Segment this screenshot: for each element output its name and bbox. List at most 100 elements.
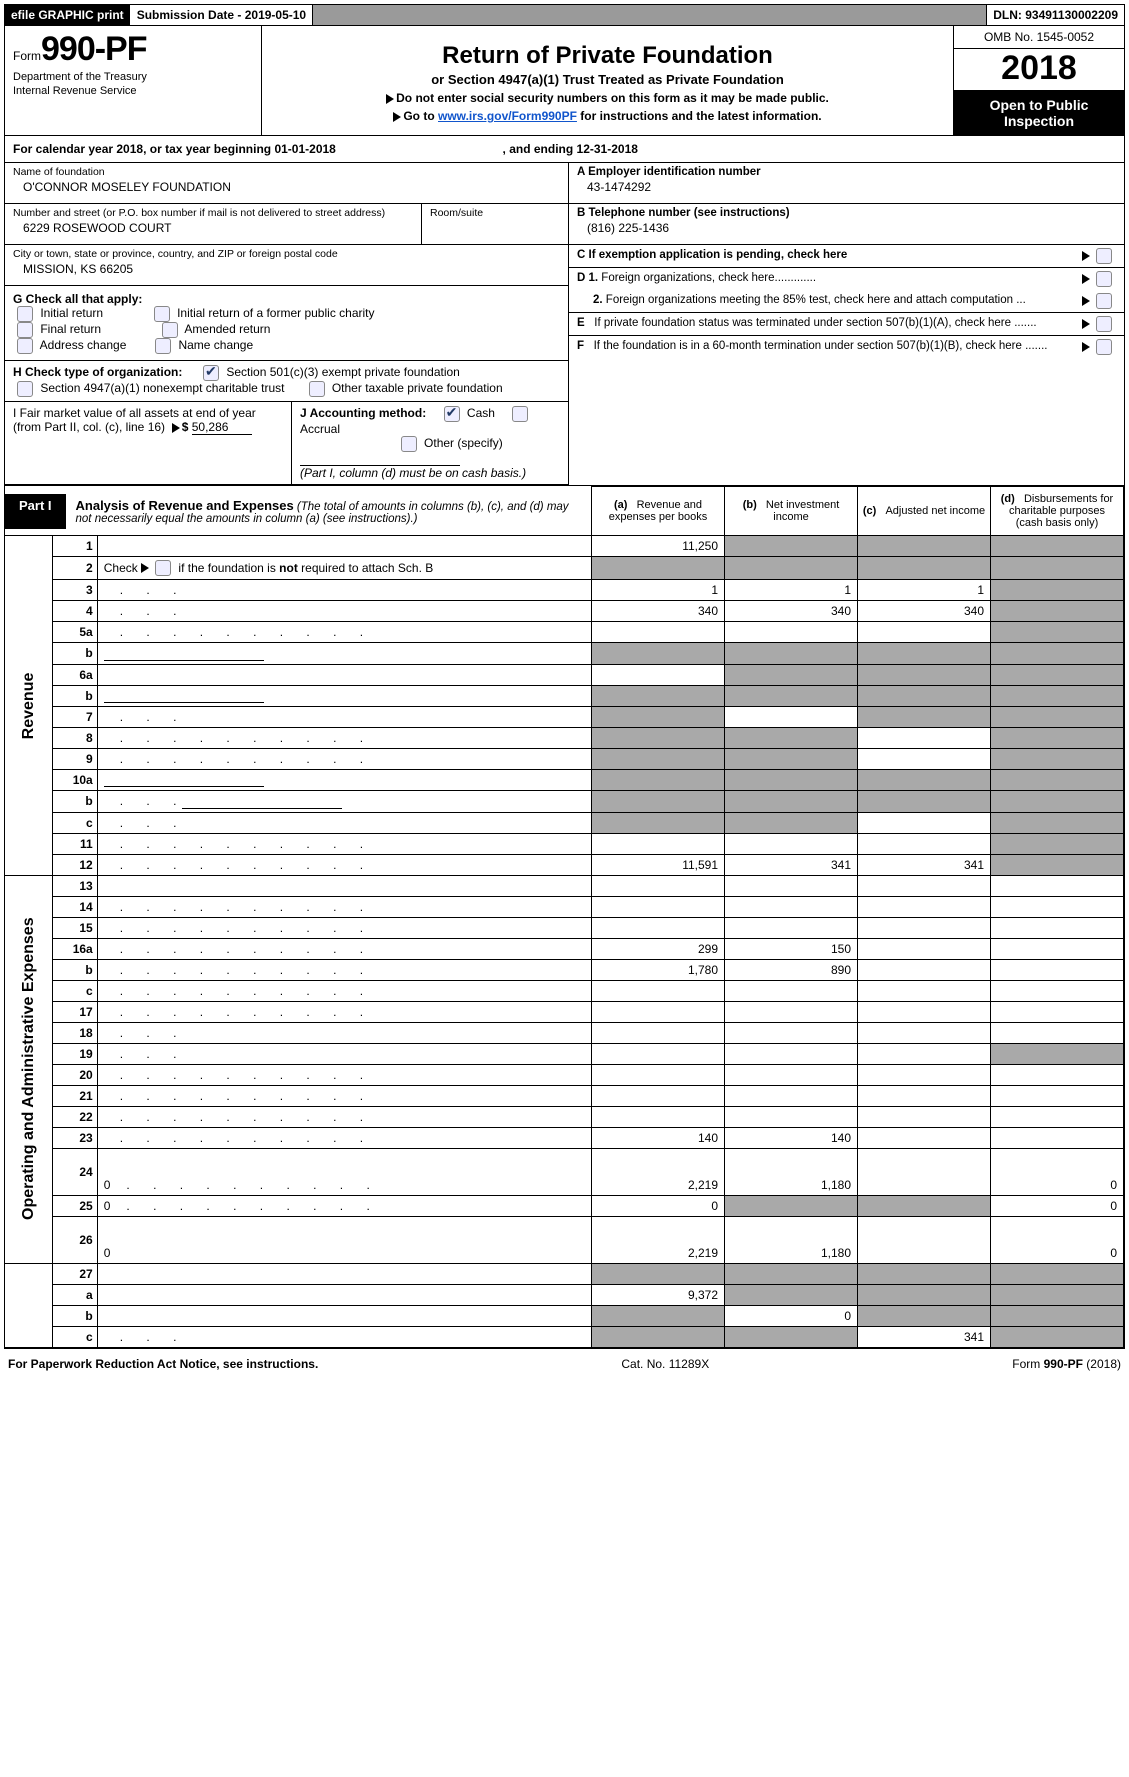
irs-link[interactable]: www.irs.gov/Form990PF [438, 109, 577, 123]
open-to-public: Open to Public Inspection [954, 91, 1124, 135]
entity-info: Name of foundation O'CONNOR MOSELEY FOUN… [5, 163, 1124, 486]
table-row: c [5, 812, 1124, 833]
value-col-a [592, 1001, 725, 1022]
checkbox-other-method[interactable] [401, 436, 417, 452]
value-col-b [725, 1022, 858, 1043]
checkbox-final-return[interactable] [17, 322, 33, 338]
part1-tab: Part I [5, 494, 66, 529]
line-number: 2 [52, 557, 97, 580]
checkbox-cash[interactable] [444, 406, 460, 422]
checkbox-4947a1[interactable] [17, 381, 33, 397]
table-row: 8 [5, 727, 1124, 748]
table-row: 3111 [5, 580, 1124, 601]
checkbox-accrual[interactable] [512, 406, 528, 422]
g-label: G Check all that apply: [13, 292, 203, 306]
submission-date-value: 2019-05-10 [245, 8, 306, 22]
value-col-d [991, 812, 1124, 833]
footer-mid: Cat. No. 11289X [621, 1357, 709, 1371]
table-row: 25000 [5, 1195, 1124, 1216]
value-col-a [592, 727, 725, 748]
checkbox-name-change[interactable] [155, 338, 171, 354]
value-col-c [858, 1043, 991, 1064]
value-col-b: 150 [725, 938, 858, 959]
checkbox-terminated[interactable] [1096, 316, 1112, 332]
line-description [97, 664, 591, 685]
checkbox-initial-return[interactable] [17, 306, 33, 322]
line-number: 22 [52, 1106, 97, 1127]
line-number: 1 [52, 536, 97, 557]
form-page: efile GRAPHIC print Submission Date - 20… [4, 4, 1125, 1349]
col-c-header: (c) Adjusted net income [858, 487, 991, 536]
value-col-b [725, 748, 858, 769]
line-number: b [52, 1305, 97, 1326]
value-col-b [725, 643, 858, 664]
line-number: 6a [52, 664, 97, 685]
table-row: 1211,591341341 [5, 854, 1124, 875]
top-bar: efile GRAPHIC print Submission Date - 20… [5, 5, 1124, 26]
value-col-a: 11,591 [592, 854, 725, 875]
checkbox-address-change[interactable] [17, 338, 33, 354]
col-b-header: (b) Net investment income [725, 487, 858, 536]
part1-header-row: Part I Analysis of Revenue and Expenses … [5, 487, 1124, 536]
table-row: 15 [5, 917, 1124, 938]
value-col-b [725, 896, 858, 917]
line-description [97, 959, 591, 980]
line-description [97, 536, 591, 557]
value-col-d: 0 [991, 1195, 1124, 1216]
value-col-a: 0 [592, 1195, 725, 1216]
line-description [97, 580, 591, 601]
value-col-d [991, 536, 1124, 557]
city-value: MISSION, KS 66205 [13, 260, 560, 282]
line-description [97, 769, 591, 790]
value-col-c [858, 622, 991, 643]
checkbox-initial-former[interactable] [154, 306, 170, 322]
checkbox-60month[interactable] [1096, 339, 1112, 355]
empty-label-cell [5, 1263, 52, 1284]
page-footer: For Paperwork Reduction Act Notice, see … [0, 1353, 1129, 1375]
checkbox-501c3[interactable] [203, 365, 219, 381]
value-col-a: 299 [592, 938, 725, 959]
value-col-d [991, 1043, 1124, 1064]
triangle-icon [393, 112, 401, 122]
entry-line [104, 774, 264, 787]
value-col-b [725, 685, 858, 706]
form-subtitle: or Section 4947(a)(1) Trust Treated as P… [272, 72, 943, 87]
value-col-b [725, 1263, 858, 1284]
table-row: 5a [5, 622, 1124, 643]
line-number: 5a [52, 622, 97, 643]
checkbox-foreign-85[interactable] [1096, 293, 1112, 309]
line-description [97, 875, 591, 896]
dln: DLN: 93491130002209 [986, 5, 1124, 25]
submission-date-label: Submission Date - [137, 8, 245, 22]
line-description [97, 812, 591, 833]
dept-treasury: Department of the Treasury [13, 71, 253, 83]
topbar-spacer [313, 5, 986, 25]
value-col-a [592, 1064, 725, 1085]
line-description [97, 643, 591, 664]
fmv-value: 50,286 [192, 420, 252, 435]
value-col-d [991, 727, 1124, 748]
calendar-year-line: For calendar year 2018, or tax year begi… [5, 136, 1124, 163]
checkbox-exemption-pending[interactable] [1096, 248, 1112, 264]
value-col-d [991, 959, 1124, 980]
checkbox-amended[interactable] [162, 322, 178, 338]
line-description [97, 1127, 591, 1148]
value-col-a: 2,219 [592, 1148, 725, 1195]
checkbox-other-taxable[interactable] [309, 381, 325, 397]
value-col-b [725, 557, 858, 580]
checkbox-foreign-org[interactable] [1096, 271, 1112, 287]
value-col-b: 140 [725, 1127, 858, 1148]
value-col-d: 0 [991, 1148, 1124, 1195]
value-col-d [991, 1001, 1124, 1022]
checkbox-schb[interactable] [155, 560, 171, 576]
value-col-d [991, 1263, 1124, 1284]
line-description [97, 748, 591, 769]
line-number: 11 [52, 833, 97, 854]
line-number: 26 [52, 1216, 97, 1263]
value-col-c [858, 1148, 991, 1195]
value-col-d [991, 622, 1124, 643]
value-col-d [991, 980, 1124, 1001]
line-number: c [52, 980, 97, 1001]
value-col-a [592, 1106, 725, 1127]
line-description [97, 896, 591, 917]
